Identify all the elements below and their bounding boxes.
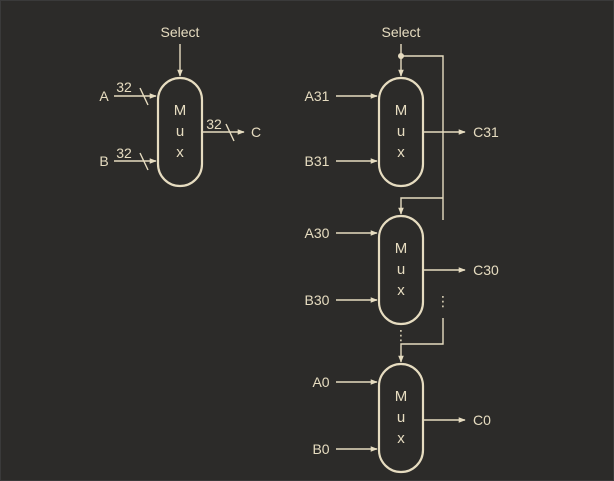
- left-select-label: Select: [161, 24, 200, 40]
- left-input-b-width: 32: [116, 145, 132, 161]
- mux0-letter-m: M: [395, 388, 408, 405]
- left-output-label: C: [251, 124, 261, 140]
- select-feed-30: [398, 197, 443, 215]
- ellipsis-between-stages: ⋮: [394, 327, 408, 343]
- left-input-a-bus-slash: [139, 87, 149, 106]
- select-feed-0: [398, 318, 444, 363]
- left-mux-letter-u: u: [176, 123, 184, 140]
- mux31-letter-u: u: [397, 123, 405, 140]
- input-a31-label: A31: [305, 88, 330, 104]
- mux0-letter-x: x: [397, 430, 405, 447]
- left-input-a-width: 32: [116, 79, 132, 95]
- ellipsis-select-bus: ⋮: [436, 293, 450, 309]
- left-input-a-label: A: [99, 88, 109, 104]
- select-bus-line: [401, 55, 444, 220]
- left-output-width: 32: [206, 116, 222, 132]
- input-a30-label: A30: [305, 225, 330, 241]
- mux0-letter-u: u: [397, 409, 405, 426]
- left-input-b-label: B: [99, 153, 108, 169]
- left-mux-group: Select M u x A 32 B 32 32 C: [99, 24, 261, 188]
- mux30-letter-x: x: [397, 282, 405, 299]
- input-b30-label: B30: [305, 292, 330, 308]
- mux30-letter-m: M: [395, 240, 408, 257]
- input-b31-label: B31: [305, 153, 330, 169]
- mux-block-0: [377, 362, 425, 474]
- right-select-label: Select: [382, 24, 421, 40]
- left-output-bus-slash: [225, 123, 235, 142]
- left-input-b-bus-slash: [139, 152, 149, 171]
- input-a0-label: A0: [312, 374, 329, 390]
- input-b0-label: B0: [312, 441, 329, 457]
- output-c0-label: C0: [473, 412, 491, 428]
- left-mux-letter-x: x: [176, 144, 184, 161]
- mux31-letter-x: x: [397, 144, 405, 161]
- left-mux-letter-m: M: [174, 102, 187, 119]
- output-c31-label: C31: [473, 124, 499, 140]
- mux30-letter-u: u: [397, 261, 405, 278]
- output-c30-label: C30: [473, 262, 499, 278]
- mux31-letter-m: M: [395, 102, 408, 119]
- right-mux-array: Select M u x A31 B31 C31 M u x A30 B30 C…: [305, 24, 499, 474]
